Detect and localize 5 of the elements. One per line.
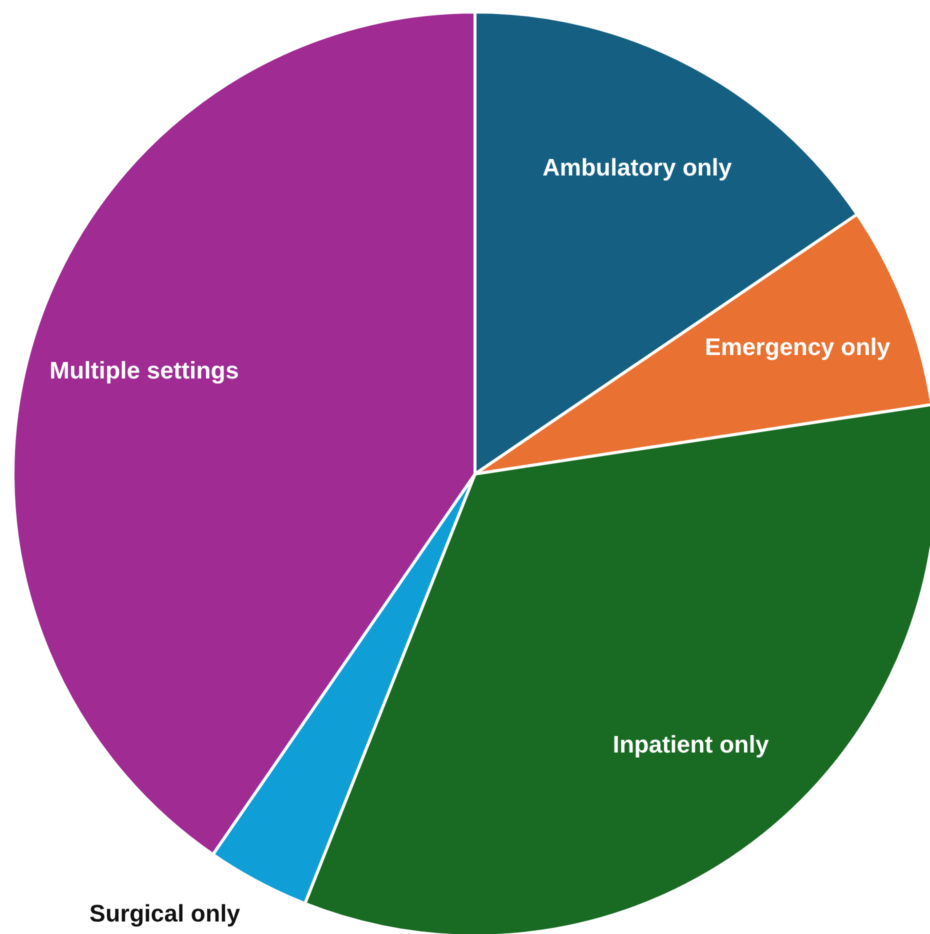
slice-label: Inpatient only — [612, 732, 770, 759]
slice-label: Surgical only — [89, 900, 241, 928]
slice-label: Multiple settings — [49, 358, 239, 385]
slice-label: Emergency only — [704, 334, 891, 361]
slice-label: Ambulatory only — [542, 154, 732, 182]
